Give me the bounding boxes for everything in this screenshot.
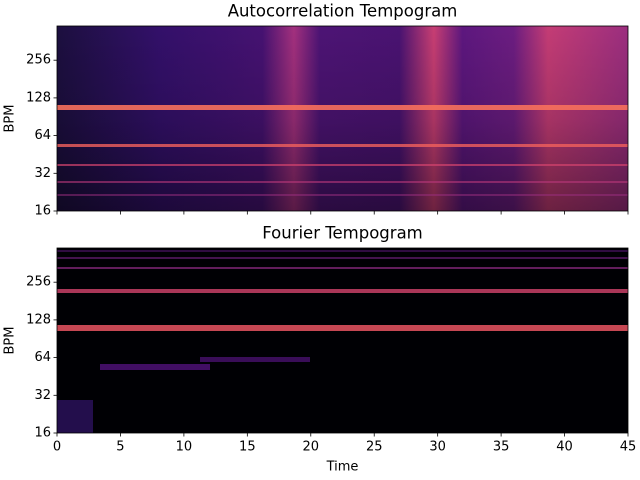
y-axis-label: BPM xyxy=(3,105,18,133)
y-tick-label: 64 xyxy=(34,350,51,365)
y-tick-label: 256 xyxy=(26,275,51,290)
y-tick-label: 16 xyxy=(34,204,51,219)
y-tick-label: 128 xyxy=(26,312,51,327)
x-tick-label: 25 xyxy=(366,440,383,455)
y-axis-label: BPM xyxy=(3,327,18,355)
y-tick-label: 64 xyxy=(34,128,51,143)
x-tick-label: 40 xyxy=(556,440,573,455)
axes-frame xyxy=(56,25,629,212)
y-tick-label: 128 xyxy=(26,90,51,105)
y-tick-label: 256 xyxy=(26,53,51,68)
x-tick-label: 30 xyxy=(429,440,446,455)
x-tick-label: 10 xyxy=(176,440,193,455)
x-tick-label: 20 xyxy=(303,440,320,455)
heatmap-image xyxy=(57,26,628,433)
chart-title: Fourier Tempogram xyxy=(262,224,423,243)
y-tick-label: 16 xyxy=(34,426,51,441)
x-tick-label: 0 xyxy=(53,440,61,455)
x-tick-label: 45 xyxy=(620,440,637,455)
x-tick-label: 15 xyxy=(239,440,256,455)
axes-frame xyxy=(56,247,629,434)
y-tick-label: 32 xyxy=(34,388,51,403)
x-axis-label: Time xyxy=(326,460,359,475)
x-tick-label: 35 xyxy=(493,440,510,455)
chart-title: Autocorrelation Tempogram xyxy=(228,2,458,21)
y-tick-label: 32 xyxy=(34,166,51,181)
x-tick-label: 5 xyxy=(116,440,124,455)
